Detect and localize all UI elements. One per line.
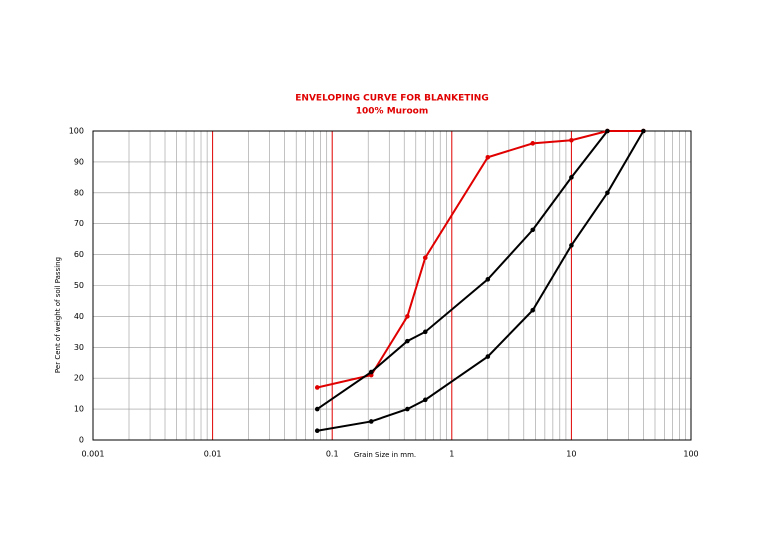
- y-tick-label: 10: [74, 405, 84, 414]
- series-line: [317, 130, 645, 432]
- y-tick-label: 40: [74, 312, 84, 321]
- data-point: [422, 397, 428, 403]
- data-point: [314, 406, 320, 412]
- x-tick-label: 10: [566, 450, 576, 459]
- y-tick-label: 80: [74, 188, 84, 197]
- data-point: [605, 128, 610, 134]
- x-tick-label: 1: [449, 450, 454, 459]
- y-tick-label: 20: [74, 374, 84, 383]
- data-point: [422, 329, 428, 335]
- y-tick-label: 30: [74, 343, 84, 352]
- data-point: [422, 255, 428, 260]
- data-point: [405, 314, 410, 319]
- x-tick-label: 0.001: [82, 450, 105, 459]
- y-tick-label: 100: [69, 127, 84, 136]
- data-point: [530, 141, 536, 146]
- data-point: [314, 385, 320, 390]
- data-point: [569, 137, 574, 143]
- plot-border: [92, 130, 692, 441]
- data-point: [530, 307, 536, 313]
- data-point: [368, 369, 374, 375]
- data-point: [314, 428, 320, 434]
- data-point: [405, 406, 410, 412]
- series-line: [317, 130, 644, 389]
- y-tick-label: 60: [74, 250, 84, 259]
- x-axis-label: Grain Size in mm.: [354, 451, 416, 459]
- y-tick-label: 50: [74, 281, 84, 290]
- y-axis-label: Per Cent of weight of soil Passing: [54, 257, 62, 373]
- chart-subtitle: 100% Muroom: [356, 107, 428, 117]
- data-point: [485, 354, 491, 359]
- data-point: [605, 190, 610, 196]
- y-tick-label: 70: [74, 219, 84, 228]
- data-point: [485, 277, 491, 282]
- data-point: [485, 154, 491, 160]
- x-tick-label: 0.1: [326, 450, 339, 459]
- y-tick-label: 90: [74, 157, 84, 166]
- chart-title: ENVELOPING CURVE FOR BLANKETING: [295, 94, 488, 104]
- data-point: [368, 419, 374, 424]
- data-point: [405, 338, 410, 344]
- x-tick-label: 0.01: [204, 450, 222, 459]
- data-point: [569, 175, 574, 180]
- series-line: [316, 130, 609, 410]
- data-point: [641, 128, 646, 134]
- x-tick-label: 100: [683, 450, 698, 459]
- data-point: [530, 227, 536, 233]
- data-point: [569, 243, 574, 248]
- y-tick-label: 0: [79, 436, 84, 445]
